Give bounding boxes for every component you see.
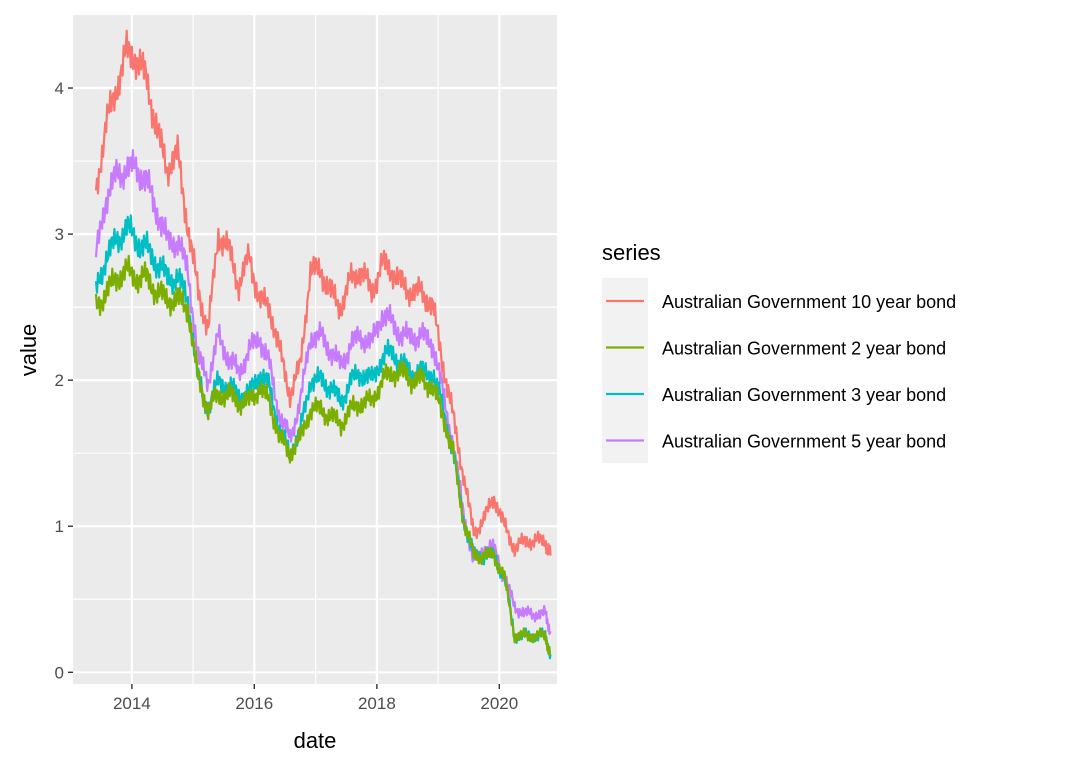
series-lines xyxy=(94,29,552,660)
y-axis: 0 1 2 3 4 xyxy=(55,79,73,682)
x-tick-label: 2016 xyxy=(235,694,273,713)
series-line-australian-government-2-year-bond xyxy=(94,254,552,656)
legend-items: Australian Government 10 year bond Austra… xyxy=(602,278,956,463)
panel-background xyxy=(73,15,557,684)
x-tick-label: 2020 xyxy=(480,694,518,713)
x-tick-label: 2014 xyxy=(113,694,151,713)
x-tick-label: 2018 xyxy=(358,694,396,713)
y-tick-label: 3 xyxy=(55,225,64,244)
legend-key-background xyxy=(602,278,648,463)
legend-label: Australian Government 3 year bond xyxy=(662,385,946,405)
legend: series Australian Government 10 year bon… xyxy=(602,240,956,463)
series-line-australian-government-10-year-bond xyxy=(94,29,552,558)
legend-title: series xyxy=(602,240,661,265)
x-axis-title: date xyxy=(294,728,337,753)
y-tick-label: 4 xyxy=(55,79,64,98)
legend-label: Australian Government 5 year bond xyxy=(662,432,946,452)
grid-major xyxy=(73,15,557,684)
y-tick-label: 1 xyxy=(55,517,64,536)
y-axis-title: value xyxy=(16,324,41,377)
series-line-australian-government-5-year-bond xyxy=(94,149,552,636)
x-axis: 2014 2016 2018 2020 xyxy=(113,684,518,713)
y-tick-label: 0 xyxy=(55,663,64,682)
y-tick-label: 2 xyxy=(55,371,64,390)
legend-label: Australian Government 2 year bond xyxy=(662,339,946,359)
legend-label: Australian Government 10 year bond xyxy=(662,292,956,312)
